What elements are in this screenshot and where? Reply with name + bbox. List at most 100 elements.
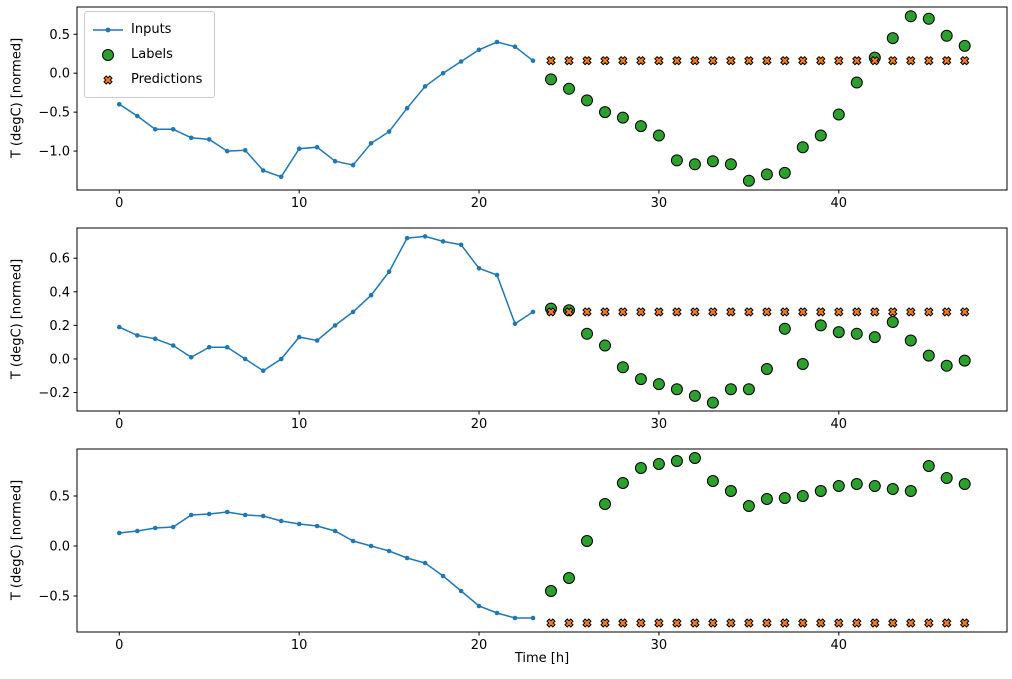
predictions-marker [582, 618, 592, 628]
predictions-marker [852, 55, 862, 66]
inputs-marker [476, 603, 482, 609]
labels-marker [760, 168, 773, 181]
predictions-marker [924, 307, 934, 317]
predictions-marker [959, 55, 970, 66]
predictions-marker [888, 618, 898, 628]
predictions-marker [744, 55, 754, 66]
y-tick-label: −1.0 [38, 145, 70, 160]
subplot-2: 0 10 20 30 40 0.6 0.4 0.2 0.0 −0.2 [38, 227, 1008, 432]
predictions-marker [762, 307, 772, 317]
predictions-marker [636, 618, 646, 628]
predictions-marker [726, 618, 736, 628]
predictions-marker [906, 618, 916, 628]
labels-marker [670, 383, 683, 396]
y-axis-label-subplot-2: T (degC) [normed] [9, 258, 25, 380]
inputs-marker [512, 615, 518, 621]
predictions-marker [870, 307, 880, 317]
labels-marker [868, 331, 881, 344]
labels-marker [616, 111, 629, 124]
predictions-marker [564, 618, 574, 628]
inputs-marker [458, 59, 464, 64]
predictions-marker [546, 55, 556, 66]
labels-marker [545, 585, 557, 597]
inputs-marker [242, 148, 248, 153]
inputs-marker [242, 356, 248, 362]
predictions-marker [582, 55, 592, 66]
inputs-marker [135, 333, 140, 338]
labels-marker [581, 535, 593, 547]
labels-marker [760, 363, 773, 375]
predictions-marker [618, 618, 628, 628]
labels-marker [688, 389, 701, 402]
labels-marker [868, 480, 881, 492]
inputs-line [118, 235, 534, 372]
inputs-marker [530, 309, 536, 315]
labels-marker [940, 472, 953, 484]
predictions-marker [708, 307, 718, 317]
labels-marker [742, 500, 755, 512]
inputs-line [119, 511, 533, 619]
inputs-marker [224, 344, 230, 350]
predictions-marker [780, 55, 790, 66]
predictions-marker [870, 618, 880, 628]
axes-frame [76, 448, 1008, 633]
y-tick-label: 0.0 [49, 352, 70, 367]
inputs-marker [278, 518, 284, 524]
inputs-marker [152, 127, 158, 132]
predictions-marker [546, 307, 556, 317]
predictions-marker [924, 618, 934, 628]
predictions-marker [888, 55, 898, 66]
axes-frame [76, 227, 1008, 412]
labels-marker [760, 493, 773, 505]
labels-marker [545, 73, 557, 86]
labels-marker [886, 483, 899, 495]
inputs-marker [494, 610, 500, 616]
inputs-marker [314, 144, 320, 150]
labels-marker [688, 158, 701, 171]
labels-marker [958, 39, 971, 52]
labels-marker [922, 460, 935, 472]
predictions-marker [708, 55, 718, 66]
predictions-marker [906, 307, 916, 317]
inputs-marker [135, 113, 140, 119]
labels-marker [599, 106, 611, 119]
labels-marker [742, 174, 755, 187]
legend: Inputs Labels Predictions [84, 11, 216, 98]
labels-marker [724, 383, 737, 396]
x-tick-label: 0 [115, 196, 123, 211]
predictions-marker [852, 307, 862, 317]
predictions-marker [941, 618, 952, 628]
inputs-marker [512, 44, 518, 49]
labels-marker [616, 477, 629, 489]
labels-marker [904, 485, 917, 497]
inputs-marker [224, 148, 230, 154]
predictions-marker [690, 55, 700, 66]
y-tick-label: 0.6 [49, 252, 70, 267]
labels-marker [958, 478, 971, 490]
y-tick-label: 0.0 [49, 67, 70, 82]
predictions-marker [726, 307, 736, 317]
inputs-marker [332, 528, 338, 534]
inputs-marker [368, 292, 374, 298]
predictions-marker [600, 618, 610, 628]
labels-marker [670, 154, 683, 167]
y-axis-label-subplot-3: T (degC) [normed] [9, 479, 25, 601]
inputs-marker [170, 524, 176, 530]
labels-marker [796, 490, 809, 502]
predictions-marker [672, 618, 682, 628]
labels-marker [904, 10, 917, 23]
axes-frame [76, 6, 1008, 191]
inputs-marker [332, 158, 338, 164]
inputs-marker [278, 356, 284, 362]
labels-marker [832, 480, 845, 492]
subplot-3: 0 10 20 30 40 0.5 0.0 −0.5 [38, 448, 1008, 653]
x-tick-label: 0 [115, 417, 123, 432]
predictions-marker [600, 55, 610, 66]
inputs-marker [440, 239, 446, 244]
predictions-marker [564, 307, 574, 317]
predictions-marker [708, 618, 718, 628]
x-tick-label: 30 [651, 196, 668, 211]
x-tick-label: 20 [471, 196, 488, 211]
labels-marker [814, 319, 827, 332]
